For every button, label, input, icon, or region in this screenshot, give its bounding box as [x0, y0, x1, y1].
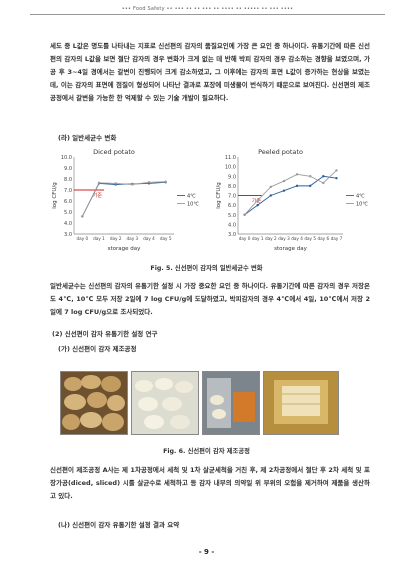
y-tick-label: 9.0 — [64, 166, 72, 172]
section-heading-shelf-life: (2) 신선편이 감자 유통기한 설정 연구 — [52, 330, 158, 338]
x-tick-label: day 0 — [239, 236, 251, 241]
y-tick-label: 8.0 — [228, 184, 236, 190]
data-point — [335, 169, 338, 172]
chart-diced-potato: 10.0 9.0 8.0 7.0 6.0 5.0 4.0 3.0 day 0 day 1 day 2… — [48, 143, 208, 258]
x-tick-label: day 5 — [304, 236, 316, 241]
data-point — [147, 181, 151, 184]
y-tick-label: 3.0 — [64, 232, 72, 238]
y-tick-label: 4.0 — [64, 221, 72, 227]
x-tick-label: day 6 — [317, 236, 329, 241]
data-point — [308, 175, 312, 178]
photo-washed-potatoes — [131, 371, 199, 435]
y-tick-label: 8.0 — [64, 177, 72, 183]
y-tick-label: 6.0 — [228, 203, 236, 209]
data-point — [295, 173, 299, 176]
data-point — [322, 175, 325, 178]
processing-machine-image — [203, 372, 259, 434]
data-point — [97, 181, 101, 185]
figure-5-caption: Fig. 5. 신선편이 감자의 일반세균수 변화 — [150, 265, 263, 272]
chart-title: Diced potato — [93, 148, 135, 156]
y-tick-label: 10.0 — [61, 155, 72, 161]
header-rule — [30, 14, 385, 15]
y-tick-label: 9.0 — [228, 174, 236, 180]
x-tick-label: day 1 — [93, 236, 105, 241]
data-point — [114, 182, 117, 185]
data-point — [269, 194, 273, 197]
paragraph-process: 신선편이 제조공정 A사는 제 1차공정에서 세척 및 1차 살균세척을 거친 … — [50, 466, 370, 500]
legend-label: 10℃ — [187, 202, 199, 208]
section-heading-microbe: (라) 일반세균수 변화 — [58, 134, 117, 142]
legend-label: 10℃ — [356, 202, 368, 208]
data-point — [282, 179, 286, 183]
series-line-0 — [244, 175, 337, 216]
y-axis-title: log CFU/g — [216, 182, 222, 209]
y-tick-label: 10.0 — [225, 165, 236, 171]
data-point — [269, 185, 273, 189]
y-tick-label: 5.0 — [228, 213, 236, 219]
paragraph-microbe-results: 일반세균수는 신선편의 감자의 유통기한 설정 시 가장 중요한 요인 중 하나… — [50, 282, 370, 316]
y-tick-label: 6.0 — [64, 199, 72, 205]
y-tick-label: 5.0 — [64, 210, 72, 216]
x-tick-label: day 1 — [252, 236, 264, 241]
page-number: - 9 - — [198, 548, 215, 556]
data-point — [131, 183, 134, 186]
photo-packaging — [263, 371, 339, 435]
photo-processing-machine — [202, 371, 260, 435]
section-heading-shelf-life-summary: (나) 신선편이 감자 유통기한 설정 결과 요약 — [58, 521, 180, 529]
x-tick-label: day 4 — [143, 236, 155, 241]
data-point — [256, 203, 259, 207]
series-line-1 — [244, 170, 337, 216]
data-point — [256, 199, 259, 202]
series-line-1 — [81, 181, 166, 217]
x-tick-label: day 3 — [126, 236, 138, 241]
x-axis-title: storage day — [108, 246, 142, 252]
paragraph-l-value: 세도 중 L값은 명도를 나타내는 지표로 신선편의 감자의 품질요인에 가장 … — [50, 42, 370, 102]
legend-label: 4℃ — [356, 194, 365, 200]
series-line-0 — [81, 181, 166, 217]
data-point — [295, 184, 299, 188]
chart-title: Peeled potato — [258, 148, 303, 156]
data-point — [282, 189, 286, 192]
y-tick-label: 11.0 — [225, 155, 236, 161]
raw-potatoes-image — [62, 375, 125, 431]
data-point — [243, 213, 246, 216]
limit-line-label: 기준 — [93, 192, 103, 199]
legend-label: 4℃ — [187, 194, 196, 200]
x-tick-label: day 2 — [265, 236, 277, 241]
x-tick-label: day 7 — [331, 236, 343, 241]
x-tick-label: day 4 — [291, 236, 303, 241]
figure-6-caption: Fig. 6. 신선편이 감자 제조공정 — [163, 448, 250, 455]
photo-raw-potatoes — [60, 371, 128, 435]
section-heading-process: (가) 신선편이 감자 제조공정 — [58, 345, 137, 353]
y-tick-label: 7.0 — [64, 188, 72, 194]
packaging-image — [264, 372, 338, 434]
data-point — [81, 215, 84, 218]
y-tick-label: 3.0 — [228, 232, 236, 238]
data-point — [164, 180, 167, 183]
y-tick-label: 4.0 — [228, 222, 236, 228]
x-tick-label: day 5 — [160, 236, 172, 241]
chart-diced-potato-svg: 10.0 9.0 8.0 7.0 6.0 5.0 4.0 3.0 day 0 day 1 day 2… — [52, 148, 199, 252]
y-axis-title: log CFU/g — [52, 182, 58, 209]
x-axis-title: storage day — [274, 246, 308, 252]
data-point — [308, 184, 312, 188]
washed-potatoes-image — [132, 372, 198, 434]
x-tick-label: day 3 — [278, 236, 290, 241]
running-header: ••• Food Safety •• ••• •• •• ••• •• ••••… — [121, 6, 294, 12]
x-tick-label: day 2 — [110, 236, 122, 241]
y-tick-label: 7.0 — [228, 194, 236, 200]
x-tick-label: day 0 — [76, 236, 88, 241]
data-point — [335, 176, 338, 180]
data-point — [322, 181, 325, 185]
